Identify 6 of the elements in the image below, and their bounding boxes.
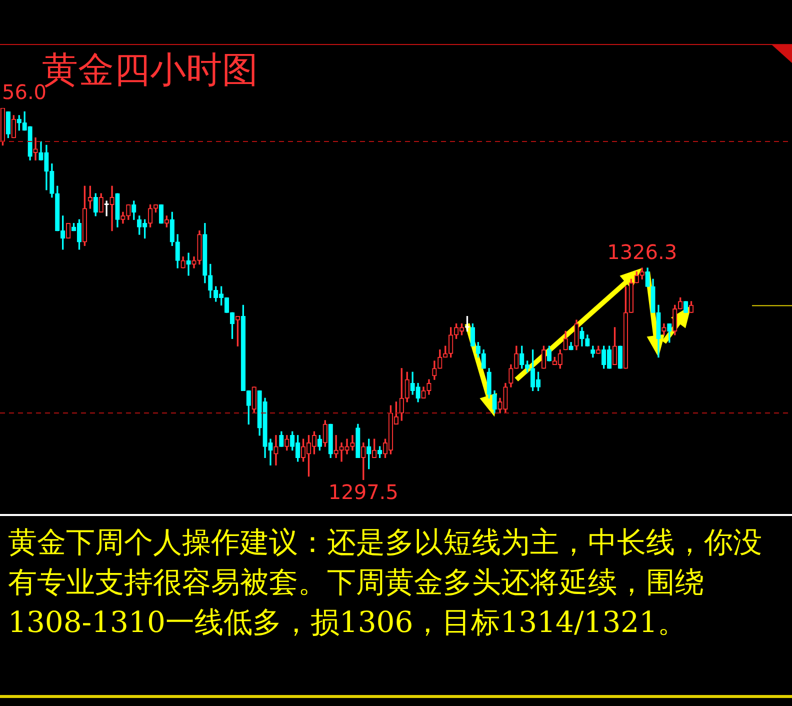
candlestick <box>186 252 191 276</box>
annotation: 1297.5 <box>328 480 398 504</box>
text: 黄金下周个人操作建议：还是多以短线为主，中长线，你没有专业支持很容易被套。下周黄金多头还将延续，围绕1308-1310一线低多，损1306，目标1314/1321。 <box>8 524 763 641</box>
candlestick <box>33 137 38 160</box>
annotation: 1326.3 <box>607 240 678 264</box>
candlestick <box>110 186 114 232</box>
